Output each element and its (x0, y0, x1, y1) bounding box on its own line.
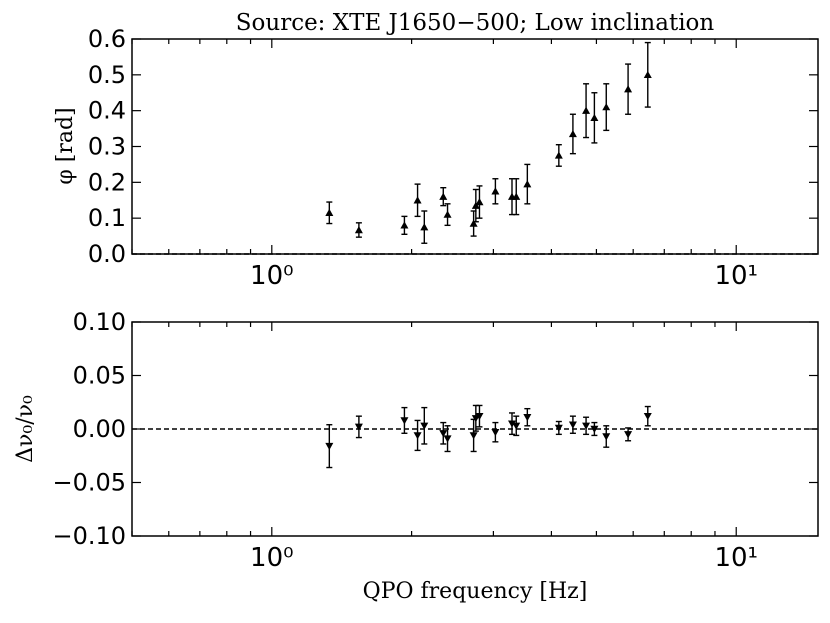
bottom-y-tick-label: −0.05 (52, 469, 126, 497)
top-data-point (624, 85, 633, 93)
bottom-y-tick-label: −0.10 (52, 522, 126, 550)
bottom-data-point (590, 425, 599, 433)
bottom-data-point (568, 421, 577, 429)
top-data-point (523, 180, 532, 188)
bottom-data-point (443, 435, 452, 443)
top-data-point (590, 113, 599, 122)
bottom-data-point (439, 430, 448, 438)
top-data-point (439, 192, 448, 200)
bottom-data-series (325, 404, 652, 469)
top-x-tick-label: 10¹ (714, 261, 758, 291)
top-data-point (582, 106, 591, 114)
top-y-tick-label: 0.6 (88, 25, 126, 53)
x-axis-label: QPO frequency [Hz] (363, 579, 588, 604)
top-y-tick-label: 0.0 (88, 240, 126, 268)
top-data-point (568, 129, 577, 138)
bottom-x-axis: 10⁰ 10¹ (131, 322, 758, 573)
top-y-axis: 0.0 0.1 0.2 0.3 0.4 0.5 0.6 (88, 25, 818, 268)
bottom-data-point (523, 414, 532, 422)
top-data-point (443, 210, 452, 218)
chart-title: Source: XTE J1650−500; Low inclination (236, 10, 715, 36)
top-data-point (475, 198, 484, 206)
bottom-y-tick-label: 0.00 (73, 415, 126, 443)
bottom-y-tick-label: 0.10 (73, 308, 126, 336)
bottom-plot-frame (131, 321, 819, 537)
bottom-data-point (582, 422, 591, 430)
bottom-data-point (413, 432, 422, 440)
bottom-x-tick-label: 10⁰ (250, 543, 294, 573)
top-y-tick-label: 0.2 (88, 168, 126, 196)
top-data-point (469, 219, 478, 227)
bottom-data-point (512, 422, 521, 430)
top-data-point (354, 225, 363, 234)
top-data-point (400, 221, 409, 229)
bottom-y-axis: −0.10 −0.05 0.00 0.05 0.10 (52, 308, 818, 550)
bottom-data-point (491, 429, 500, 437)
top-y-tick-label: 0.5 (88, 61, 126, 89)
top-y-tick-label: 0.1 (88, 204, 126, 232)
bottom-data-point (475, 412, 484, 421)
top-panel: Source: XTE J1650−500; Low inclination 0… (53, 10, 819, 291)
top-data-point (643, 70, 652, 79)
bottom-data-point (602, 433, 611, 441)
bottom-data-point (469, 432, 478, 440)
top-data-series (325, 41, 652, 244)
bottom-y-tick-label: 0.05 (73, 362, 126, 390)
top-y-axis-label: φ [rad] (53, 107, 78, 184)
top-data-point (602, 103, 611, 111)
top-y-tick-label: 0.3 (88, 133, 126, 161)
bottom-data-point (507, 420, 516, 428)
bottom-data-point (354, 423, 363, 431)
bottom-data-point (325, 442, 334, 451)
top-x-axis: 10⁰ 10¹ (131, 39, 758, 291)
top-data-point (491, 187, 500, 195)
bottom-x-tick-label: 10¹ (714, 543, 758, 573)
bottom-data-point (420, 422, 429, 430)
top-data-point (420, 223, 429, 231)
bottom-panel: −0.10 −0.05 0.00 0.05 0.10 10⁰ 10¹ Δν₀/ν₀ QPO… (13, 308, 819, 604)
bottom-data-point (624, 431, 633, 439)
top-data-point (554, 151, 563, 159)
top-data-point (512, 192, 521, 200)
bottom-data-point (400, 417, 409, 425)
top-data-point (325, 208, 334, 216)
bottom-data-point (643, 412, 652, 421)
top-x-tick-label: 10⁰ (250, 261, 294, 291)
bottom-data-point (554, 424, 563, 432)
top-y-tick-label: 0.4 (88, 97, 126, 125)
bottom-y-axis-label: Δν₀/ν₀ (13, 395, 38, 463)
top-data-point (413, 196, 422, 204)
